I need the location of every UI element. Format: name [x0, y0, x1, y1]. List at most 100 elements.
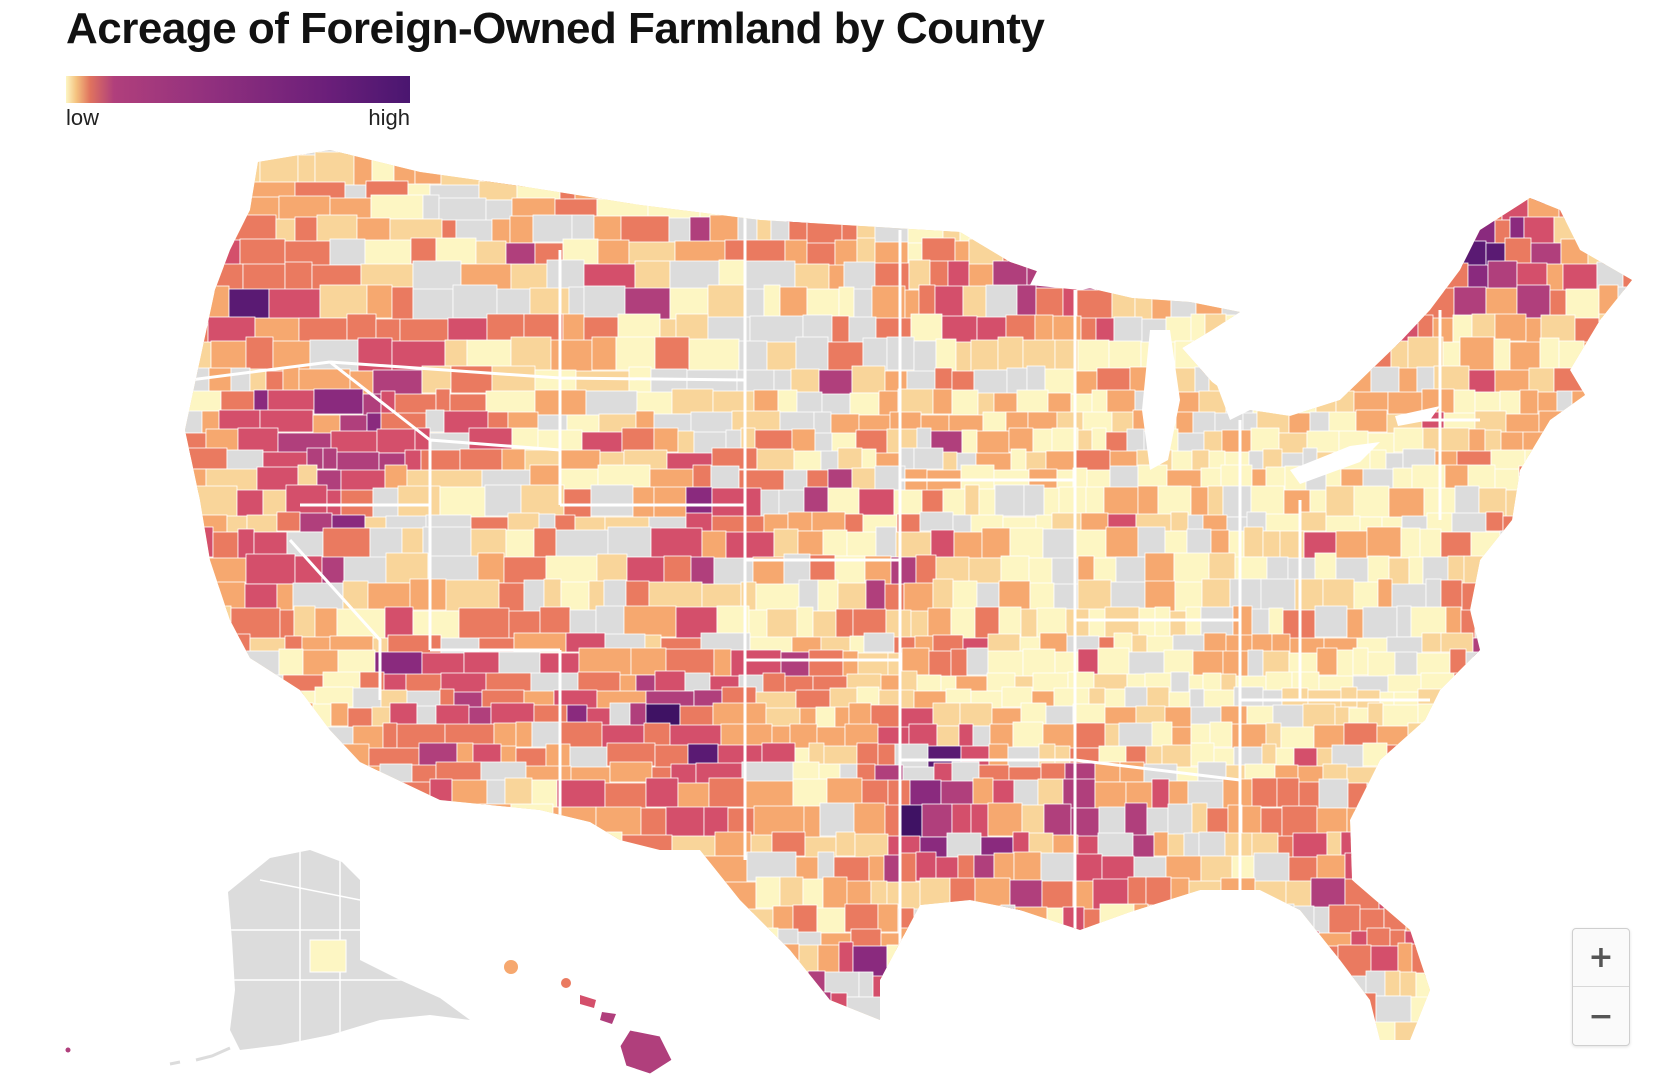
county[interactable] [1396, 287, 1420, 322]
county[interactable] [1298, 289, 1321, 324]
county[interactable] [1097, 832, 1134, 858]
county[interactable] [354, 1024, 372, 1057]
county[interactable] [1493, 905, 1511, 935]
county[interactable] [1527, 607, 1550, 640]
county[interactable] [1610, 469, 1637, 495]
county[interactable] [1639, 390, 1653, 415]
county[interactable] [897, 1023, 916, 1056]
county[interactable] [1076, 196, 1100, 222]
county[interactable] [993, 930, 1012, 950]
county[interactable] [1317, 241, 1353, 269]
county[interactable] [1061, 1054, 1094, 1074]
county[interactable] [1484, 778, 1507, 809]
county[interactable] [1526, 150, 1547, 185]
county[interactable] [932, 702, 961, 727]
county[interactable] [1129, 1024, 1165, 1057]
county[interactable] [440, 154, 483, 189]
county[interactable] [445, 579, 500, 612]
county[interactable] [1535, 780, 1565, 811]
county[interactable] [951, 389, 979, 416]
county[interactable] [1476, 744, 1511, 769]
county[interactable] [229, 214, 277, 243]
county[interactable] [1334, 975, 1367, 1002]
county[interactable] [1033, 942, 1068, 977]
county[interactable] [899, 1052, 934, 1074]
county[interactable] [1401, 214, 1430, 243]
county[interactable] [293, 605, 316, 638]
county[interactable] [229, 689, 273, 711]
county[interactable] [1461, 582, 1479, 615]
county[interactable] [242, 724, 259, 751]
county[interactable] [357, 782, 388, 813]
county[interactable] [1516, 284, 1551, 319]
county[interactable] [446, 856, 496, 887]
county[interactable] [1124, 241, 1147, 269]
county[interactable] [524, 151, 571, 186]
county[interactable] [916, 197, 942, 223]
county[interactable] [214, 834, 262, 860]
county[interactable] [934, 972, 965, 999]
county[interactable] [1531, 686, 1550, 708]
county[interactable] [510, 803, 554, 838]
county[interactable] [206, 633, 251, 654]
county[interactable] [835, 608, 854, 641]
county[interactable] [1316, 647, 1338, 676]
county[interactable] [900, 971, 936, 998]
county[interactable] [1185, 606, 1202, 639]
county[interactable] [973, 996, 1005, 1031]
county[interactable] [1551, 179, 1567, 200]
county[interactable] [1271, 183, 1293, 204]
county[interactable] [1499, 530, 1523, 562]
county[interactable] [856, 742, 879, 767]
county[interactable] [503, 833, 531, 859]
county[interactable] [1288, 944, 1308, 979]
county[interactable] [310, 1054, 362, 1074]
county[interactable] [319, 779, 359, 810]
county[interactable] [1402, 154, 1423, 189]
county[interactable] [1016, 389, 1049, 416]
county[interactable] [931, 1021, 951, 1054]
county[interactable] [1171, 450, 1193, 473]
county[interactable] [1207, 905, 1241, 935]
county[interactable] [1398, 367, 1418, 396]
county[interactable] [1560, 745, 1597, 770]
county[interactable] [212, 531, 239, 563]
county[interactable] [1125, 150, 1160, 185]
county[interactable] [756, 448, 795, 471]
county[interactable] [1179, 995, 1200, 1030]
county[interactable] [966, 647, 989, 676]
county[interactable] [1225, 240, 1247, 268]
county[interactable] [309, 339, 359, 374]
county[interactable] [913, 340, 937, 375]
county[interactable] [1341, 184, 1370, 205]
county[interactable] [1613, 527, 1643, 559]
county[interactable] [1493, 633, 1521, 654]
county[interactable] [504, 777, 533, 808]
county[interactable] [899, 852, 917, 883]
county[interactable] [1384, 970, 1401, 997]
county[interactable] [160, 1050, 184, 1073]
county[interactable] [281, 1054, 310, 1074]
county[interactable] [795, 336, 829, 371]
county[interactable] [1379, 765, 1410, 787]
county[interactable] [160, 393, 187, 420]
county[interactable] [854, 833, 889, 859]
county[interactable] [982, 155, 998, 190]
county[interactable] [1573, 1053, 1600, 1074]
county[interactable] [1327, 336, 1357, 371]
county[interactable] [515, 721, 533, 748]
county[interactable] [493, 928, 544, 948]
county[interactable] [830, 196, 857, 222]
county[interactable] [516, 180, 561, 201]
county[interactable] [722, 908, 774, 938]
county[interactable] [195, 182, 244, 203]
county[interactable] [243, 766, 270, 788]
county[interactable] [767, 943, 800, 978]
county[interactable] [844, 513, 864, 534]
county[interactable] [1617, 315, 1648, 344]
county[interactable] [1600, 766, 1630, 788]
county[interactable] [837, 137, 865, 156]
county[interactable] [370, 1025, 412, 1058]
county[interactable] [932, 578, 954, 611]
county[interactable] [1131, 634, 1148, 655]
